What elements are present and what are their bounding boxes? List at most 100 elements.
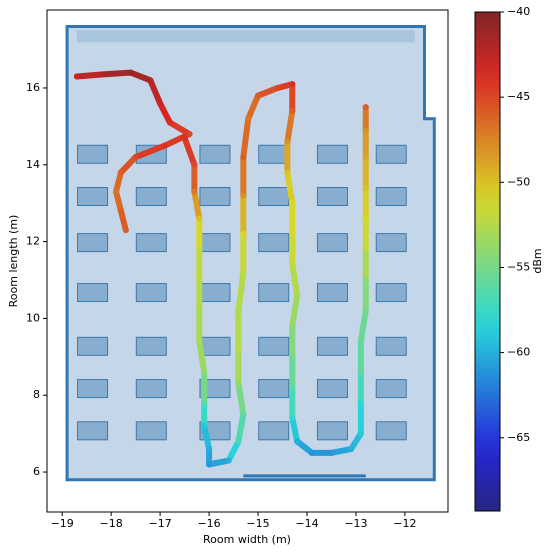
x-tick-label: −14 [295,517,318,530]
point [328,449,335,456]
point [196,246,203,253]
trace-segment [235,411,247,445]
point [362,215,369,222]
colorbar-tick-label: −45 [507,90,530,103]
point [147,77,154,84]
trace-segment [235,269,247,314]
trace-segment [255,84,281,99]
desk [375,421,407,441]
desk [77,283,109,303]
trace-segment [294,438,315,456]
desk [77,336,109,356]
desk [199,144,231,164]
point [362,246,369,253]
point [362,104,369,111]
desk [316,187,348,207]
point [289,353,296,360]
point [235,380,242,387]
y-tick-label: 12 [26,235,40,248]
trace-segment [284,169,296,207]
desk [199,283,231,303]
trace-segment [240,115,252,161]
desk [199,187,231,207]
trace-segment [225,438,242,464]
desk [199,336,231,356]
trace-segment [328,446,355,456]
trace-segment [181,134,198,168]
point [289,230,296,237]
point [201,399,208,406]
desk [135,336,167,356]
point [166,119,173,126]
point [196,338,203,345]
window-band [76,30,415,43]
point [122,227,129,234]
point [289,323,296,330]
point [362,277,369,284]
desk [316,421,348,441]
desk [135,421,167,441]
point [362,127,369,134]
trace-segment [206,457,232,468]
point [235,438,242,445]
colorbar-tick-label: −40 [507,5,530,18]
point [113,188,120,195]
point [235,346,242,353]
x-tick-label: −18 [100,517,123,530]
point [240,269,247,276]
colorbar-label: dBm [531,248,544,273]
desk [316,144,348,164]
trace-segment [98,69,134,78]
point [117,207,124,214]
desk [316,283,348,303]
point [357,399,364,406]
desk [199,233,231,253]
point [245,115,252,122]
x-tick-label: −13 [344,517,367,530]
point [240,230,247,237]
desk [135,187,167,207]
point [284,138,291,145]
desk [375,336,407,356]
desk [258,336,290,356]
trace-segment [196,338,208,376]
trace-segment [191,188,203,222]
desk [375,379,407,399]
point [294,438,301,445]
point [98,71,105,78]
point [186,131,193,138]
point [73,73,80,80]
point [240,411,247,418]
point [161,142,168,149]
point [289,200,296,207]
desk [316,336,348,356]
desk [375,283,407,303]
trace-segment [357,307,369,345]
point [127,69,134,76]
point [362,154,369,161]
y-tick-label: 8 [33,388,40,401]
desk [258,421,290,441]
point [191,188,198,195]
point [357,430,364,437]
desk [77,379,109,399]
trace-segment [127,69,154,84]
point [289,108,296,115]
trace-segment [166,119,193,138]
desk [375,144,407,164]
point [235,307,242,314]
point [357,338,364,345]
plot-frame [46,9,449,513]
desk [135,283,167,303]
trace-segment [201,422,213,453]
point [225,457,232,464]
desk [258,187,290,207]
point [274,84,281,91]
desk [135,233,167,253]
trace-segment [157,100,173,126]
y-tick-label: 10 [26,311,40,324]
trace-segment [289,292,301,330]
point [117,169,124,176]
point [196,277,203,284]
